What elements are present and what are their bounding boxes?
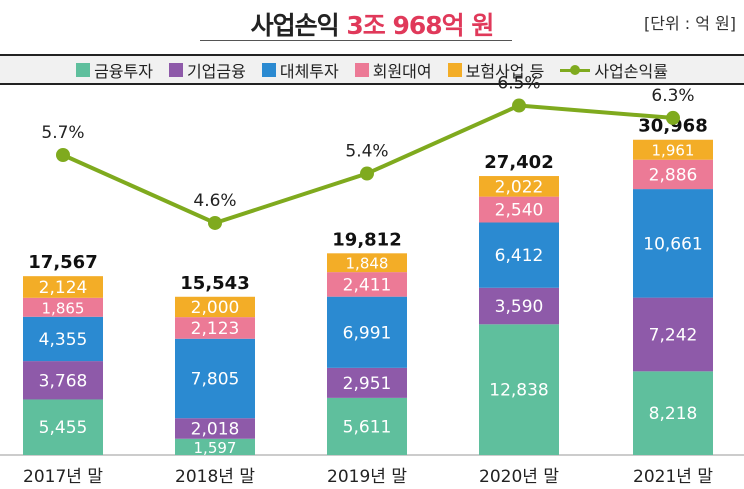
bar-segment-label: 2,123 [191, 319, 240, 339]
legend-swatch [168, 62, 183, 77]
bar-total-label: 30,968 [638, 116, 707, 137]
legend-item-financial-investment: 금융투자 [76, 58, 153, 82]
legend-item-corporate-finance: 기업금융 [168, 58, 246, 82]
bar-segment [633, 139, 713, 160]
bar-segment [633, 189, 713, 298]
profit-rate-label: 5.7% [41, 123, 84, 143]
bar-segment-label: 7,242 [649, 325, 698, 345]
bar-segment [633, 159, 713, 190]
legend-swatch [447, 62, 462, 77]
bar-segment [479, 196, 559, 223]
bar-segment [633, 371, 713, 455]
legend-item-profit-rate: 사업손익률 [560, 58, 668, 82]
legend-item-insurance: 보험사업 등 [447, 58, 545, 82]
bar-segment [327, 272, 407, 297]
bar-segment [175, 418, 255, 439]
legend-item-alternative-investment: 대체투자 [261, 58, 339, 82]
legend-label: 회원대여 [372, 61, 432, 81]
bar-segment-label: 6,991 [343, 323, 392, 343]
bar-segment [175, 296, 255, 318]
profit-rate-point [512, 98, 526, 113]
bar-segment [479, 176, 559, 197]
legend-label: 사업손익률 [594, 61, 668, 81]
bar-segment-label: 1,597 [194, 439, 237, 457]
x-tick-label: 2017년 말 [23, 467, 103, 487]
profit-rate-label: 5.4% [345, 142, 388, 162]
bar-segment [23, 399, 103, 455]
bar-segment-label: 2,951 [343, 374, 392, 394]
profit-rate-point [666, 110, 680, 125]
profit-rate-label: 6.5% [497, 74, 540, 94]
bar-segment-label: 1,865 [42, 299, 85, 317]
profit-rate-point [56, 148, 70, 162]
bar-segment [175, 317, 255, 339]
profit-rate-point [208, 215, 222, 230]
bar-segment-label: 5,455 [39, 418, 88, 438]
legend-line-swatch [560, 63, 591, 77]
bar-total-label: 27,402 [484, 152, 553, 173]
bar-segment [479, 222, 559, 288]
bar-segment [23, 361, 103, 400]
x-tick-label: 2018년 말 [175, 467, 255, 487]
x-tick-label: 2021년 말 [633, 467, 713, 487]
bar-total-label: 15,543 [180, 273, 249, 294]
bar-segment-label: 2,411 [343, 275, 392, 295]
chart-title: 사업손익 3조 968억 원 [0, 6, 744, 42]
bar-segment [327, 367, 407, 398]
bar-segment-label: 2,022 [495, 177, 544, 197]
bar-segment-label: 10,661 [643, 234, 702, 254]
bar-segment-label: 2,000 [191, 298, 240, 318]
legend-label: 기업금융 [186, 61, 246, 81]
bar-segment-label: 4,355 [39, 330, 88, 350]
bar-total-label: 17,567 [28, 252, 97, 273]
bar-segment-label: 2,124 [39, 278, 88, 298]
profit-rate-label: 6.3% [651, 86, 694, 106]
profit-rate-label: 4.6% [193, 191, 236, 211]
bar-segment [23, 276, 103, 298]
legend-label: 대체투자 [279, 61, 339, 81]
title-underline [200, 40, 512, 41]
bar-segment [327, 253, 407, 273]
bar-segment-label: 8,218 [649, 404, 698, 424]
profit-rate-point [360, 166, 374, 181]
bar-segment-label: 6,412 [495, 246, 544, 266]
bar-segment [327, 397, 407, 455]
bar-total-label: 19,812 [332, 229, 401, 250]
bar-segment [479, 287, 559, 325]
bar-segment-label: 2,018 [191, 419, 240, 439]
bar-segment-label: 3,590 [495, 297, 544, 317]
bar-segment [175, 338, 255, 419]
bar-segment-label: 5,611 [343, 417, 392, 437]
legend-item-member-loans: 회원대여 [354, 58, 432, 82]
legend-label: 금융투자 [94, 61, 153, 81]
legend-swatch [354, 62, 369, 77]
bar-segment-label: 1,961 [652, 142, 695, 160]
bar-segment [23, 316, 103, 362]
legend-label: 보험사업 등 [465, 61, 545, 81]
title-prefix: 사업손익 [250, 11, 347, 40]
legend: 금융투자 기업금융 대체투자 회원대여 보험사업 등 사업손익률 [0, 54, 744, 85]
x-tick-label: 2020년 말 [479, 467, 559, 487]
bar-segment-label: 2,886 [649, 165, 698, 185]
legend-swatch [76, 62, 91, 77]
bar-segment [633, 297, 713, 372]
bar-segment [175, 438, 255, 455]
bar-segment-label: 12,838 [489, 381, 548, 401]
profit-rate-line [62, 103, 674, 226]
title-highlight: 3조 968억 원 [346, 11, 494, 40]
bar-segment [479, 324, 559, 455]
bar-segment-label: 2,540 [495, 201, 544, 221]
bar-segment-label: 1,848 [346, 255, 389, 273]
unit-label: [단위 : 억 원] [643, 14, 736, 33]
legend-swatch [261, 62, 276, 77]
bar-segment-label: 3,768 [39, 371, 88, 391]
bar-segment [23, 297, 103, 317]
bar-segment [327, 296, 407, 368]
bar-segment-label: 7,805 [191, 369, 240, 389]
x-tick-label: 2019년 말 [327, 467, 407, 487]
